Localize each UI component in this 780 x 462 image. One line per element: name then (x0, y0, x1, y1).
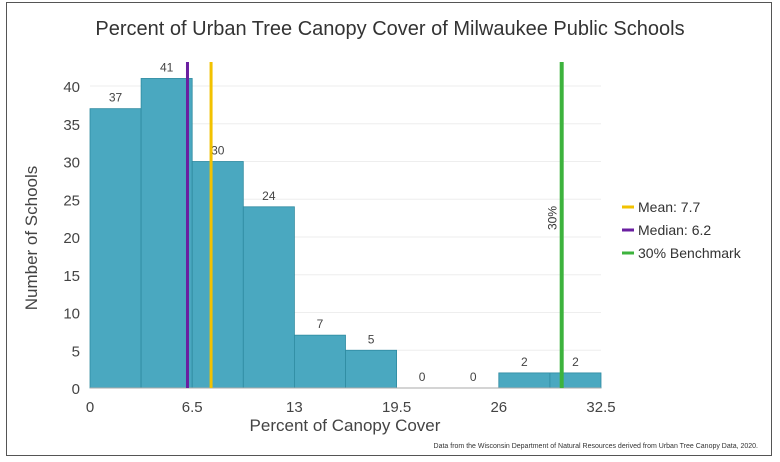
bar-value-label: 30 (211, 144, 225, 158)
benchmark-line-label: 30% (546, 206, 560, 230)
y-tick-label: 25 (63, 192, 80, 209)
source-note: Data from the Wisconsin Department of Na… (433, 443, 758, 450)
bar-value-label: 5 (368, 332, 375, 346)
x-axis-title: Percent of Canopy Cover (250, 416, 441, 435)
y-tick-label: 35 (63, 117, 80, 134)
bar-value-label: 2 (572, 355, 579, 369)
bar-value-label: 41 (160, 60, 174, 74)
histogram-bar (293, 334, 346, 389)
x-tick-label: 32.5 (586, 399, 615, 416)
y-axis-title: Number of Schools (22, 166, 41, 311)
histogram-bar (89, 108, 142, 389)
legend-label: Mean: 7.7 (638, 199, 700, 215)
y-tick-label: 40 (63, 79, 80, 96)
bar-value-label: 37 (109, 91, 123, 105)
y-tick-label: 10 (63, 306, 80, 323)
y-tick-label: 30 (63, 155, 80, 172)
x-tick-label: 6.5 (182, 399, 203, 416)
x-tick-label: 13 (286, 399, 303, 416)
bar-value-label: 2 (521, 355, 528, 369)
bar-value-label: 0 (470, 370, 477, 384)
x-tick-label: 19.5 (382, 399, 411, 416)
legend-label: Median: 6.2 (638, 222, 711, 238)
legend-label: 30% Benchmark (638, 245, 742, 261)
y-tick-label: 15 (63, 268, 80, 285)
x-tick-label: 0 (86, 399, 94, 416)
histogram-bar (345, 349, 397, 389)
bar-value-label: 24 (262, 189, 276, 203)
x-tick-label: 26 (490, 399, 507, 416)
chart-frame (6, 2, 772, 456)
histogram-bar (191, 161, 244, 389)
chart-title: Percent of Urban Tree Canopy Cover of Mi… (95, 18, 685, 40)
histogram-bar (549, 372, 602, 389)
y-tick-label: 0 (72, 381, 80, 398)
histogram-bar (242, 206, 295, 389)
y-tick-label: 20 (63, 230, 80, 247)
bar-value-label: 0 (419, 370, 426, 384)
y-tick-label: 5 (72, 343, 80, 360)
histogram-bar (140, 78, 193, 389)
bar-value-label: 7 (317, 317, 324, 331)
histogram-bar (498, 372, 551, 389)
